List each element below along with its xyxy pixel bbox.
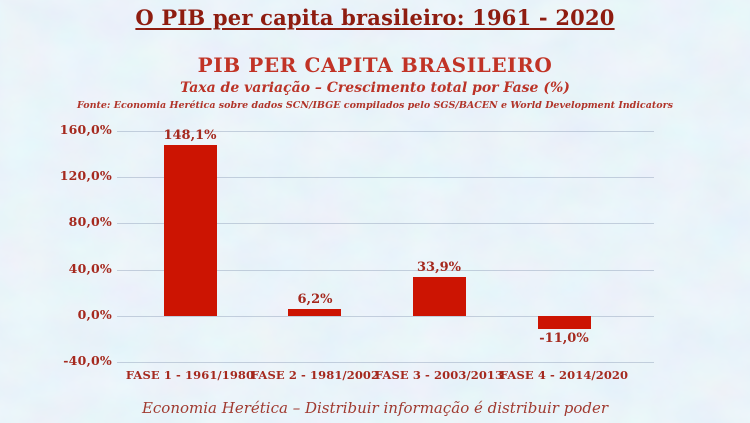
y-axis-tick-label: 0,0%	[77, 307, 112, 322]
gridline	[117, 270, 654, 271]
bar-2	[288, 309, 341, 316]
x-axis-category-label: FASE 4 - 2014/2020	[499, 368, 629, 382]
page-title: O PIB per capita brasileiro: 1961 - 2020	[135, 5, 615, 30]
bar-value-label: -11,0%	[539, 331, 589, 346]
bar-value-label: 33,9%	[416, 260, 461, 275]
y-axis-tick-label: -40,0%	[63, 353, 112, 368]
x-axis-category-label: FASE 3 - 2003/2013	[374, 368, 504, 382]
chart-source-note: Fonte: Economia Herética sobre dados SCN…	[77, 100, 673, 111]
chart-subtitle: Taxa de variação – Crescimento total por…	[180, 80, 570, 96]
gridline	[117, 362, 654, 363]
bar-4	[538, 316, 591, 329]
y-axis-tick-label: 80,0%	[68, 214, 112, 229]
footer-slogan: Economia Herética – Distribuir informaçã…	[141, 399, 609, 417]
chart-title: PIB PER CAPITA BRASILEIRO	[197, 53, 553, 77]
gridline	[117, 316, 654, 317]
gridline	[117, 131, 654, 132]
bar-value-label: 148,1%	[163, 128, 217, 143]
y-axis-tick-label: 120,0%	[59, 168, 112, 183]
gridline	[117, 177, 654, 178]
y-axis-tick-label: 160,0%	[59, 122, 112, 137]
x-axis-category-label: FASE 1 - 1961/1980	[125, 368, 255, 382]
bar-1	[164, 145, 217, 316]
bar-3	[413, 277, 466, 316]
x-axis-category-label: FASE 2 - 1981/2002	[250, 368, 380, 382]
bar-value-label: 6,2%	[297, 292, 333, 307]
y-axis-tick-label: 40,0%	[68, 261, 112, 276]
gridline	[117, 223, 654, 224]
